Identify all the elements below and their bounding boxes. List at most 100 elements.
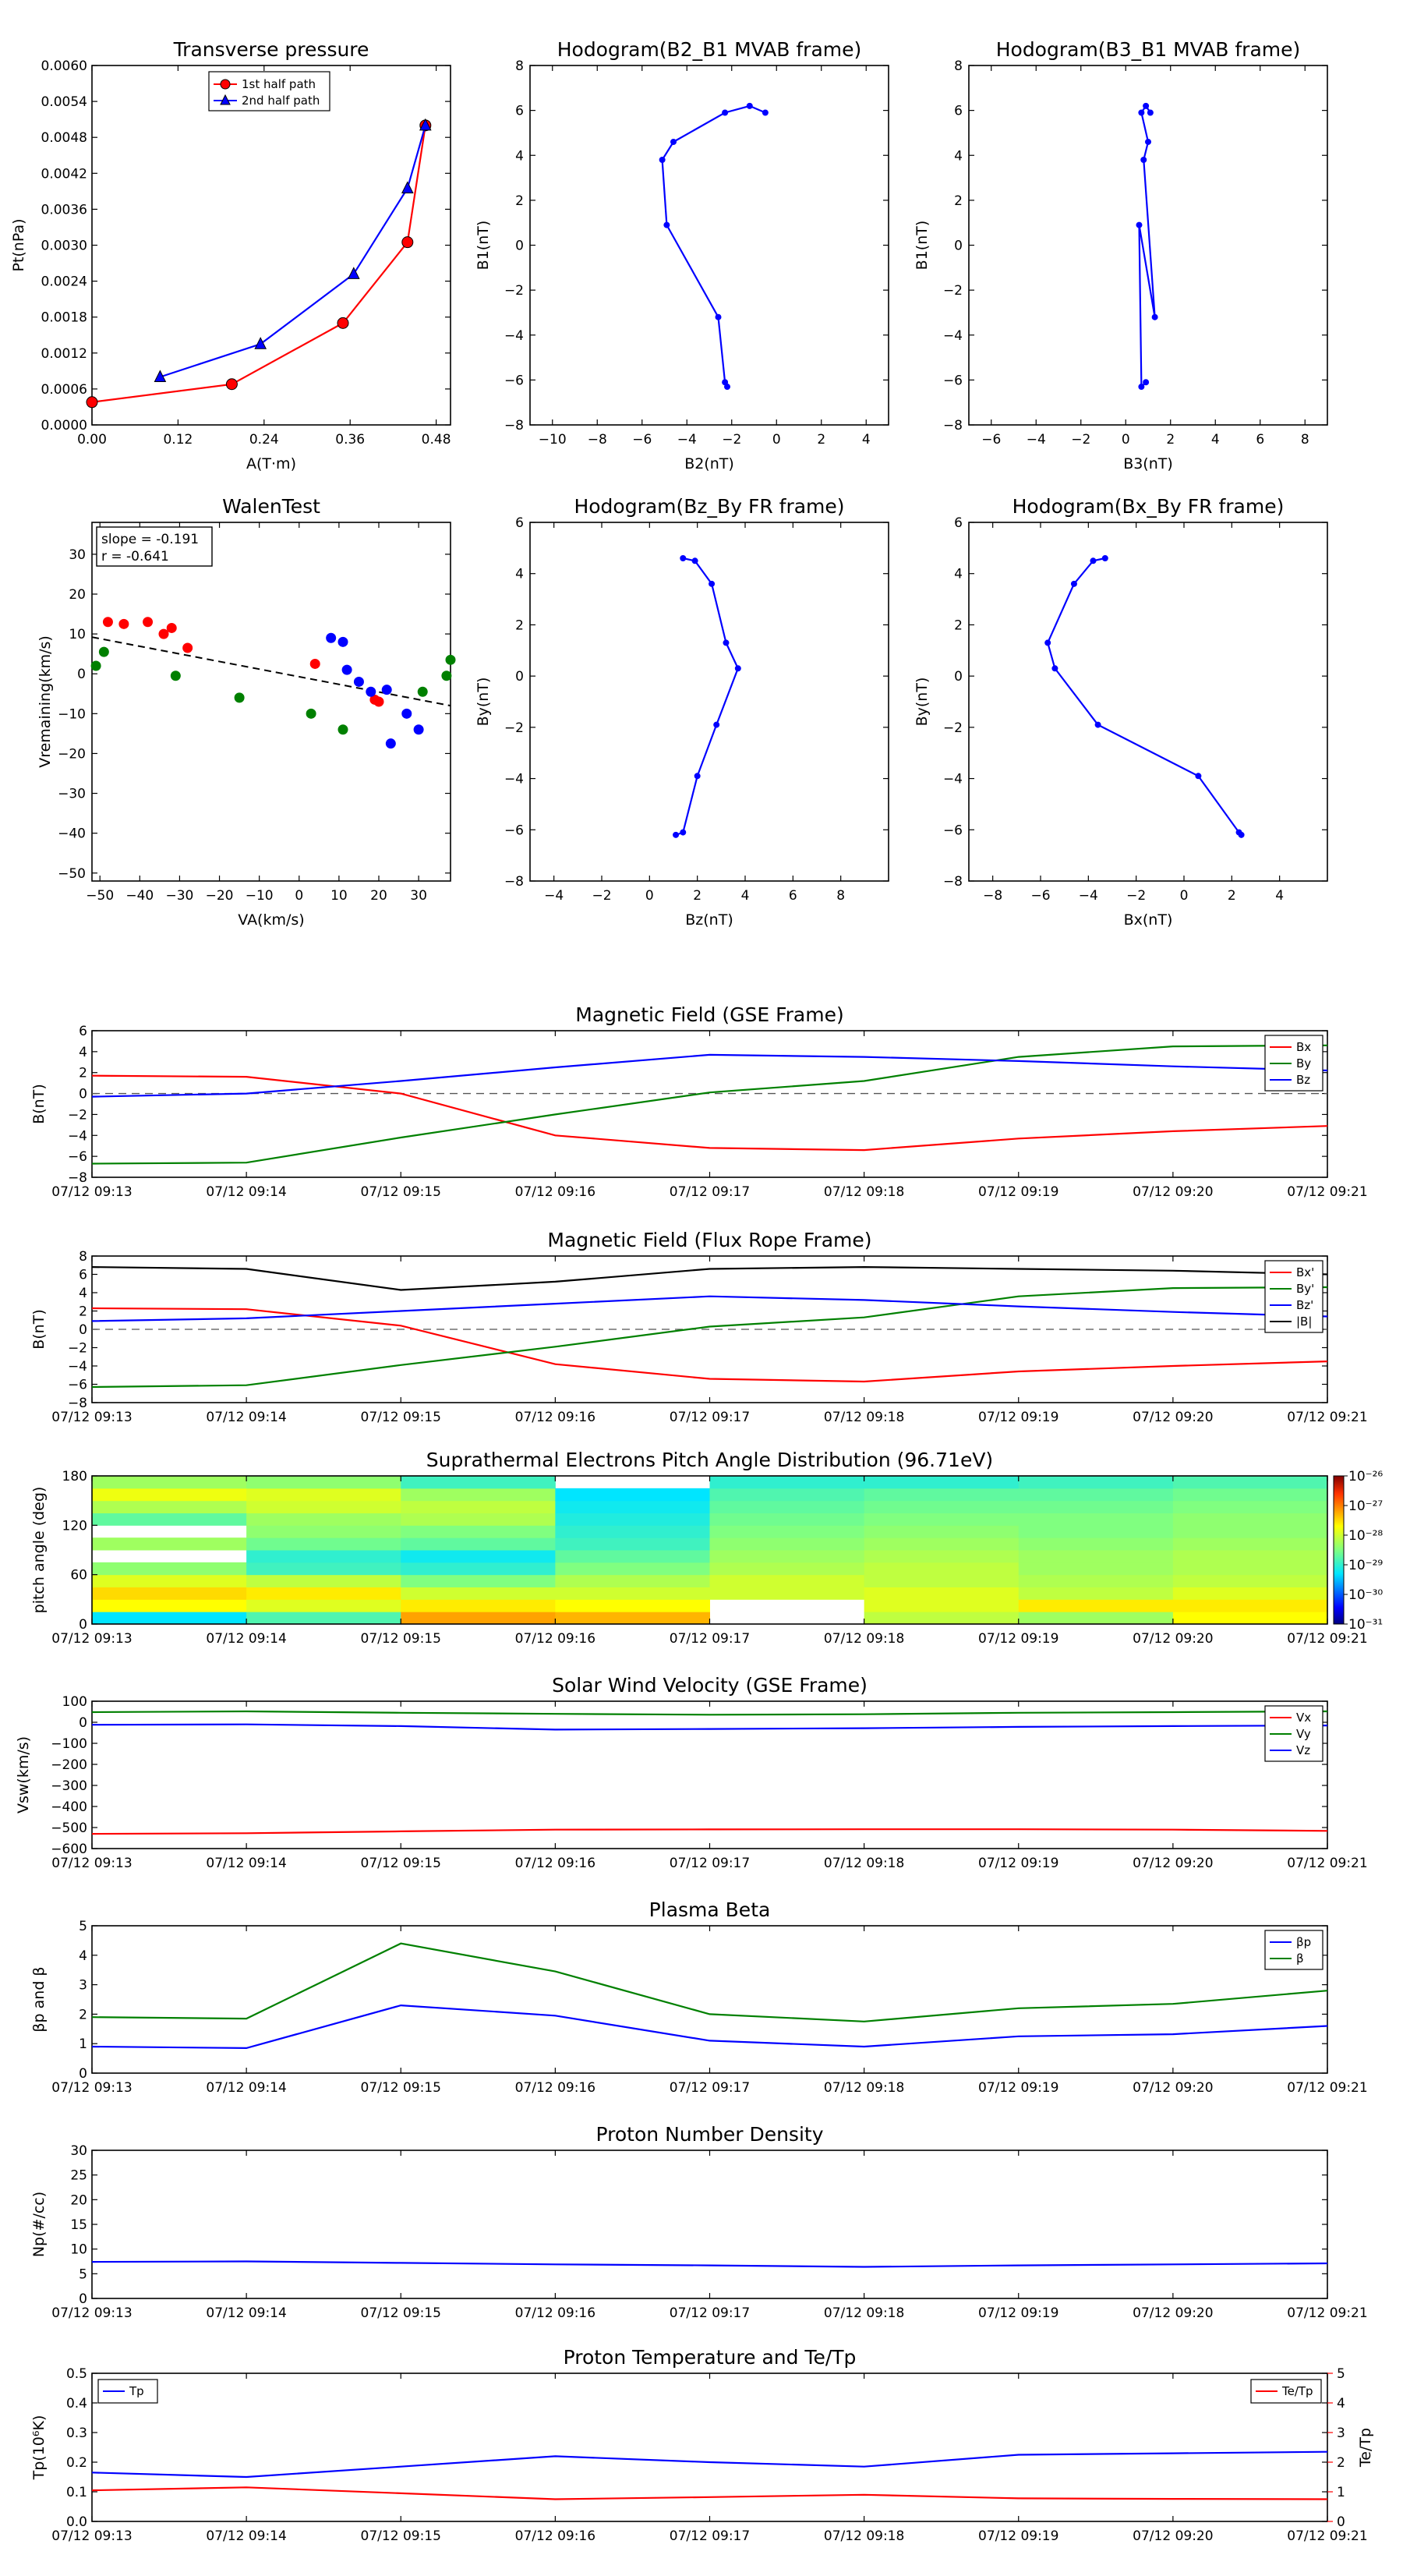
x-tick-label: 0.00 bbox=[77, 432, 107, 448]
colorbar-tick-label: 10⁻²⁹ bbox=[1348, 1558, 1383, 1573]
x-tick-label: 4 bbox=[862, 432, 871, 448]
pad-cell bbox=[1172, 1537, 1328, 1551]
walen-point bbox=[381, 685, 392, 695]
walen-point bbox=[98, 646, 109, 657]
y-tick-label: −100 bbox=[51, 1736, 87, 1752]
hodogram-point bbox=[1147, 109, 1154, 116]
x-tick-label: 0 bbox=[1180, 888, 1189, 904]
plot-frame bbox=[91, 2150, 1328, 2299]
y-tick-label: −4 bbox=[68, 1128, 87, 1144]
x-tick-label: 07/12 09:20 bbox=[1133, 1631, 1213, 1647]
plot-frame bbox=[91, 65, 451, 426]
y-tick-label: 0.0006 bbox=[41, 382, 87, 398]
x-tick-label: 07/12 09:18 bbox=[824, 1631, 904, 1647]
legend-label: Bz bbox=[1296, 1073, 1310, 1087]
pad-cell bbox=[246, 1537, 401, 1551]
y-tick-label: 5 bbox=[79, 1919, 87, 1934]
x-tick-label: 07/12 09:19 bbox=[978, 2528, 1058, 2544]
y-tick-label: 6 bbox=[515, 515, 524, 531]
pad-cell bbox=[555, 1488, 710, 1502]
y-tick-label: −30 bbox=[58, 787, 86, 802]
pad-cell bbox=[92, 1476, 247, 1489]
y-tick-label: 10 bbox=[70, 2242, 87, 2258]
y-tick-label: 0 bbox=[79, 2291, 87, 2307]
plot-frame bbox=[968, 65, 1328, 426]
y-axis-label: By(nT) bbox=[475, 678, 492, 727]
y2-tick-label: 3 bbox=[1337, 2426, 1345, 2441]
walen-point bbox=[306, 708, 316, 719]
series-line bbox=[91, 2486, 1328, 2500]
pad-cell bbox=[92, 1500, 247, 1513]
series-line bbox=[91, 1074, 1328, 1152]
pad-cell bbox=[246, 1612, 401, 1625]
x-tick-label: 07/12 09:18 bbox=[824, 1410, 904, 1425]
pad-cell bbox=[246, 1488, 401, 1502]
series-line bbox=[91, 1265, 1328, 1291]
hodogram-point bbox=[734, 665, 741, 672]
x-tick-label: 07/12 09:14 bbox=[206, 2080, 286, 2096]
y-axis-label: Tp(10⁶K) bbox=[30, 2415, 48, 2481]
pad-cell bbox=[864, 1500, 1020, 1513]
pad-cell bbox=[1018, 1562, 1174, 1576]
walen-point bbox=[441, 671, 452, 681]
y-tick-label: 180 bbox=[62, 1469, 87, 1484]
x-tick-label: 0 bbox=[645, 888, 654, 904]
x-tick-label: 2 bbox=[1166, 432, 1175, 448]
pad-cell bbox=[555, 1599, 710, 1612]
chart-title: Solar Wind Velocity (GSE Frame) bbox=[552, 1674, 868, 1697]
pad-cell bbox=[864, 1537, 1020, 1551]
x-tick-label: −8 bbox=[983, 888, 1002, 904]
y-tick-label: 6 bbox=[79, 1268, 87, 1283]
y-tick-label: 0.1 bbox=[66, 2485, 87, 2500]
pad-cell bbox=[92, 1513, 247, 1526]
y-tick-label: 2 bbox=[954, 193, 963, 209]
legend-label: 1st half path bbox=[242, 77, 316, 91]
chart-title: Hodogram(Bx_By FR frame) bbox=[1012, 495, 1285, 518]
pad-cell bbox=[1172, 1562, 1328, 1576]
series-line bbox=[91, 2450, 1328, 2479]
pad-cell bbox=[1172, 1488, 1328, 1502]
y-axis-label: B(nT) bbox=[30, 1084, 48, 1124]
hodogram-point bbox=[694, 773, 701, 780]
y-tick-label: 10 bbox=[69, 627, 86, 642]
pad-cell bbox=[709, 1513, 865, 1526]
legend-label: By bbox=[1296, 1056, 1311, 1070]
series-line bbox=[661, 104, 766, 387]
pad-cell bbox=[401, 1500, 556, 1513]
plot-frame bbox=[529, 65, 889, 426]
pad-cell bbox=[401, 1476, 556, 1489]
y-tick-label: 2 bbox=[79, 1066, 87, 1081]
y-tick-label: −300 bbox=[51, 1778, 87, 1794]
x-tick-label: 07/12 09:17 bbox=[670, 1184, 750, 1200]
x-tick-label: 07/12 09:18 bbox=[824, 2305, 904, 2321]
y-tick-label: 8 bbox=[515, 58, 524, 74]
pad-cell bbox=[864, 1574, 1020, 1587]
legend-label: Vx bbox=[1296, 1711, 1311, 1725]
x-tick-label: 07/12 09:14 bbox=[206, 1184, 286, 1200]
x-tick-label: 8 bbox=[1301, 432, 1309, 448]
x-tick-label: 07/12 09:15 bbox=[361, 1410, 441, 1425]
series-line bbox=[91, 2004, 1328, 2050]
y-tick-label: 0.5 bbox=[66, 2366, 87, 2382]
x-tick-label: 07/12 09:16 bbox=[515, 2528, 595, 2544]
y-tick-label: −6 bbox=[68, 1149, 87, 1165]
y-tick-label: −8 bbox=[68, 1396, 87, 1411]
x-tick-label: −2 bbox=[1071, 432, 1090, 448]
hodogram-point bbox=[1101, 555, 1108, 561]
plot-frame bbox=[529, 522, 889, 882]
pressure-marker bbox=[419, 118, 432, 131]
pad-cell bbox=[555, 1562, 710, 1576]
legend-box bbox=[1264, 1930, 1323, 1970]
y-tick-label: 4 bbox=[954, 567, 963, 582]
chart-title: Proton Number Density bbox=[596, 2123, 824, 2146]
hodogram-point bbox=[1138, 384, 1145, 391]
hodogram-point bbox=[680, 555, 687, 561]
pad-cell bbox=[401, 1562, 556, 1576]
y-tick-label: 8 bbox=[79, 1249, 87, 1265]
pressure-marker bbox=[401, 181, 414, 194]
x-tick-label: 2 bbox=[1228, 888, 1236, 904]
y-tick-label: 0.0060 bbox=[41, 58, 87, 74]
series-line bbox=[91, 1942, 1328, 2022]
x-tick-label: −4 bbox=[544, 888, 564, 904]
x-tick-label: −6 bbox=[1030, 888, 1050, 904]
